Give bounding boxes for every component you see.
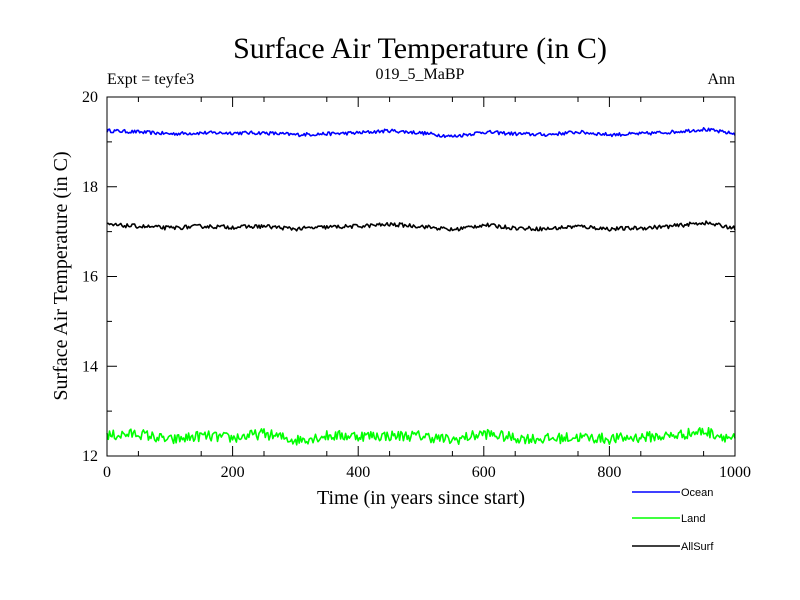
season-label: Ann <box>707 71 735 88</box>
series-line-land <box>106 427 736 446</box>
chart-title: Surface Air Temperature (in C) <box>233 32 607 65</box>
series-line-allsurf <box>106 220 736 232</box>
x-tick-label: 800 <box>597 464 621 481</box>
x-axis-label: Time (in years since start) <box>317 487 525 509</box>
experiment-label: Expt = teyfe3 <box>107 71 194 88</box>
series-layer <box>106 127 736 446</box>
legend: Ocean Land AllSurf <box>632 487 714 553</box>
x-tick-label: 600 <box>472 464 496 481</box>
y-tick-label: 12 <box>82 448 98 465</box>
x-tick-label: 200 <box>221 464 245 481</box>
y-tick-label: 20 <box>82 89 98 106</box>
series-line-ocean <box>106 127 736 139</box>
period-label: 019_5_MaBP <box>376 66 465 83</box>
y-tick-label: 18 <box>82 179 98 196</box>
plot-frame <box>106 96 736 457</box>
y-tick-label: 16 <box>82 269 98 286</box>
legend-label-ocean: Ocean <box>681 487 713 499</box>
legend-label-allsurf: AllSurf <box>681 541 714 553</box>
x-tick-label: 1000 <box>719 464 751 481</box>
x-tick-label: 400 <box>346 464 370 481</box>
legend-label-land: Land <box>681 513 705 525</box>
y-tick-label: 14 <box>82 358 98 375</box>
x-tick-label: 0 <box>103 464 111 481</box>
axis-layer: 0 200 400 600 800 1000 12 14 16 18 20 <box>82 89 751 481</box>
y-axis-label: Surface Air Temperature (in C) <box>50 151 72 400</box>
